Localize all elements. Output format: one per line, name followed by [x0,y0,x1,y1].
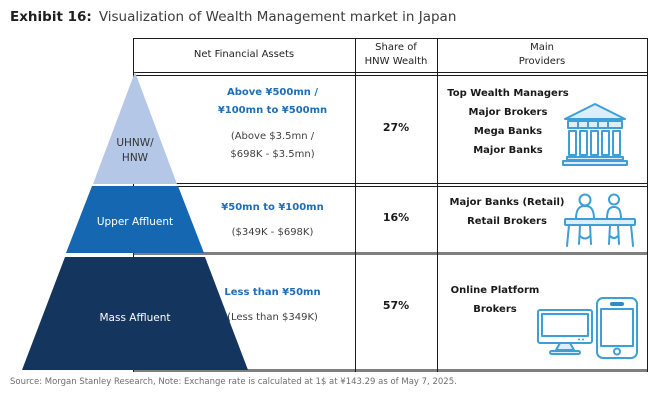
table-bottom-gray-line [133,369,648,372]
col-divider-1 [355,38,356,372]
row1-net-assets: Above ¥500mn / ¥100mn to ¥500mn (Above $… [190,84,355,164]
row2-net-assets: ¥50mn to ¥100mn ($349K - $698K) [190,199,355,242]
pyramid-label-uhnw-hnw: UHNW/ HNW [116,137,154,164]
pyramid-label-mass-affluent: Mass Affluent [99,312,171,324]
net-assets-usd: $698K - $3.5mn) [230,149,315,160]
row3-net-assets: Less than ¥50mn (Less than $349K) [190,284,355,327]
pyramid-tier-uhnw-hnw [93,72,177,184]
share-value-row2: 16% [382,211,410,224]
exhibit-title: Exhibit 16: Visualization of Wealth Manag… [10,9,456,25]
row1-providers: Top Wealth Managers Major Brokers Mega B… [447,88,569,156]
share-value-row3: 57% [382,299,410,312]
row2-providers: Major Banks (Retail) Retail Brokers [449,197,565,227]
row3-providers: Online Platform Brokers [450,285,540,315]
col-divider-2 [437,38,438,372]
net-assets-jpy: Above ¥500mn / [226,87,319,98]
net-assets-jpy: ¥50mn to ¥100mn [221,202,324,213]
exhibit-title-text: Visualization of Wealth Management marke… [98,9,457,25]
pyramid-tier-mass-affluent [22,257,248,370]
pyramid-tier-upper-affluent [66,186,204,253]
row2-bottom-gray-line [133,252,648,255]
header-main-providers: Main Providers [518,42,566,67]
row1-top-line [133,75,648,76]
advisors-desk-icon [564,193,636,247]
net-assets-usd: (Less than $349K) [227,312,318,323]
tablet-icon [596,297,638,359]
header-net-financial-assets: Net Financial Assets [193,49,295,60]
table-right-border [647,38,648,372]
source-note: Source: Morgan Stanley Research, Note: E… [10,377,457,387]
net-assets-jpy: ¥100mn to ¥500mn [217,105,328,116]
table-top-border [133,38,648,39]
row2-top-line [133,186,648,187]
exhibit-number: Exhibit 16: [10,9,92,25]
pyramid-label-upper-affluent: Upper Affluent [96,216,174,228]
row1-bottom-line [133,183,648,184]
header-share-of-hnw-wealth: Share of HNW Wealth [364,42,428,67]
wealth-pyramid [22,72,248,370]
monitor-icon [537,309,593,355]
header-bottom-line [133,72,648,73]
net-assets-usd: ($349K - $698K) [231,227,314,238]
net-assets-jpy: Less than ¥50mn [224,287,321,298]
net-assets-usd: (Above $3.5mn / [230,131,315,142]
bank-icon [562,103,628,166]
share-value-row1: 27% [382,121,410,134]
